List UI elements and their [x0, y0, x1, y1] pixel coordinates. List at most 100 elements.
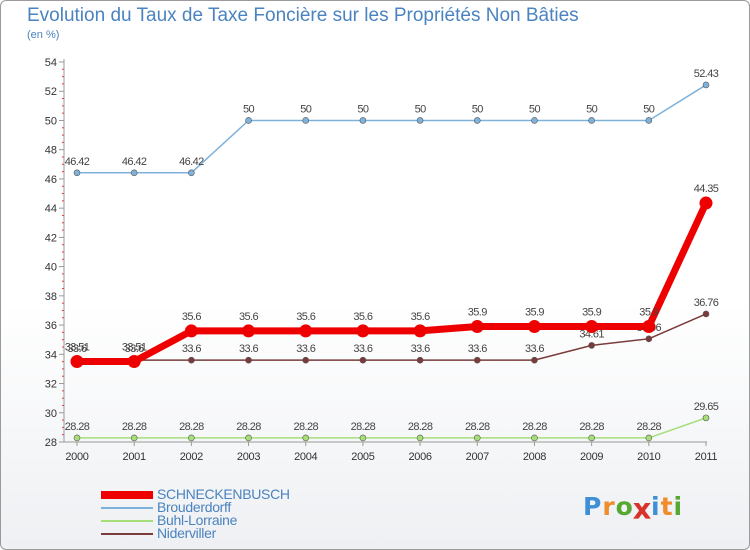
data-point-schneckenbusch [585, 320, 599, 334]
data-point-buhl-lorraine [188, 434, 195, 442]
data-label-brouderdorff: 50 [586, 103, 598, 115]
x-tick-label: 2009 [580, 451, 603, 463]
data-point-niderviller [702, 310, 710, 318]
data-label-buhl-lorraine: 28.28 [293, 421, 318, 433]
data-point-niderviller [531, 356, 538, 364]
data-label-schneckenbusch: 35.9 [468, 307, 487, 319]
legend-item-niderviller: Niderviller [101, 525, 290, 541]
data-label-schneckenbusch: 35.6 [182, 311, 201, 323]
legend-item-schneckenbusch: SCHNECKENBUSCH [101, 486, 290, 502]
y-tick-label: 44 [45, 203, 57, 215]
legend-label-schneckenbusch: SCHNECKENBUSCH [157, 486, 290, 502]
legend-swatch-schneckenbusch [101, 490, 153, 499]
data-point-brouderdorff [302, 117, 310, 124]
data-label-niderviller: 33.6 [125, 343, 144, 355]
data-label-brouderdorff: 50 [357, 103, 369, 115]
data-label-brouderdorff: 50 [472, 103, 484, 115]
data-point-brouderdorff [416, 117, 424, 124]
y-tick-label: 48 [45, 145, 57, 157]
legend-label-buhl-lorraine: Buhl-Lorraine [157, 512, 238, 528]
data-label-brouderdorff: 52.43 [694, 68, 719, 80]
y-tick-label: 46 [45, 174, 57, 186]
legend-item-buhl-lorraine: Buhl-Lorraine [101, 512, 290, 528]
unit-label: (en %) [27, 29, 60, 41]
y-tick-label: 30 [45, 408, 57, 420]
data-point-niderviller [302, 356, 310, 364]
y-tick-label: 38 [45, 291, 57, 303]
data-point-brouderdorff [531, 117, 538, 124]
data-label-buhl-lorraine: 28.28 [579, 421, 604, 433]
data-point-niderviller [245, 356, 252, 364]
logo-letter: i [673, 492, 684, 521]
data-point-schneckenbusch [127, 354, 141, 368]
data-label-schneckenbusch: 35.6 [353, 311, 372, 323]
legend-label-niderviller: Niderviller [157, 525, 216, 541]
data-label-buhl-lorraine: 28.28 [65, 421, 90, 433]
data-point-brouderdorff [359, 117, 367, 124]
data-label-schneckenbusch: 35.6 [239, 311, 258, 323]
x-tick-label: 2005 [351, 451, 374, 463]
data-label-buhl-lorraine: 28.28 [408, 421, 433, 433]
legend-label-brouderdorff: Brouderdorff [157, 499, 231, 515]
data-point-schneckenbusch [642, 320, 656, 334]
data-label-brouderdorff: 50 [243, 103, 255, 115]
data-point-niderviller [359, 356, 367, 364]
data-point-brouderdorff [188, 169, 195, 177]
data-label-buhl-lorraine: 28.28 [522, 421, 547, 433]
x-tick-label: 2000 [65, 451, 88, 463]
data-point-buhl-lorraine [416, 434, 424, 442]
data-point-buhl-lorraine [359, 434, 367, 442]
data-label-schneckenbusch: 35.9 [639, 307, 658, 319]
data-point-buhl-lorraine [473, 434, 481, 442]
logo-letter: t [660, 492, 674, 521]
proxiti-logo: Proxiti [583, 492, 684, 525]
data-point-buhl-lorraine [588, 434, 595, 442]
data-label-niderviller: 34.61 [579, 328, 604, 340]
y-tick-label: 42 [45, 232, 57, 244]
legend-swatch-brouderdorff [101, 506, 153, 509]
data-label-schneckenbusch: 44.35 [694, 183, 719, 195]
data-label-schneckenbusch: 33.51 [122, 341, 147, 353]
y-tick-label: 32 [45, 379, 57, 391]
logo-letter: o [615, 492, 634, 521]
logo-letter: i [651, 492, 661, 521]
data-point-schneckenbusch [527, 320, 541, 334]
data-label-niderviller: 33.6 [353, 343, 372, 355]
logo-letter: x [632, 491, 653, 526]
logo-letter: r [602, 492, 616, 521]
data-label-brouderdorff: 50 [643, 103, 655, 115]
data-label-niderviller: 33.6 [468, 343, 487, 355]
data-point-brouderdorff [73, 169, 81, 177]
y-tick-label: 52 [45, 86, 57, 98]
data-point-niderviller [188, 356, 195, 364]
data-point-brouderdorff [588, 117, 595, 124]
legend-item-brouderdorff: Brouderdorff [101, 499, 290, 515]
data-label-niderviller: 33.6 [411, 343, 430, 355]
x-tick-label: 2002 [180, 451, 203, 463]
data-label-niderviller: 33.6 [296, 343, 315, 355]
data-point-brouderdorff [473, 117, 481, 124]
data-label-buhl-lorraine: 28.28 [179, 421, 204, 433]
data-point-schneckenbusch [356, 324, 370, 338]
series-line-niderviller [76, 313, 707, 361]
data-point-niderviller [645, 335, 653, 343]
data-point-buhl-lorraine [702, 414, 710, 422]
data-label-brouderdorff: 50 [300, 103, 312, 115]
data-point-buhl-lorraine [130, 434, 138, 442]
data-point-niderviller [473, 356, 481, 364]
data-point-schneckenbusch [413, 324, 427, 338]
x-tick-label: 2001 [123, 451, 146, 463]
data-label-buhl-lorraine: 28.28 [465, 421, 490, 433]
data-point-schneckenbusch [699, 196, 713, 210]
data-point-brouderdorff [645, 117, 653, 124]
y-tick-label: 40 [45, 262, 57, 274]
data-label-brouderdorff: 46.42 [179, 156, 204, 168]
data-label-niderviller: 33.6 [182, 343, 201, 355]
data-label-schneckenbusch: 35.9 [525, 307, 544, 319]
data-label-schneckenbusch: 35.6 [411, 311, 430, 323]
x-tick-label: 2003 [237, 451, 260, 463]
x-tick-label: 2011 [695, 451, 718, 463]
y-tick-label: 50 [45, 115, 57, 127]
